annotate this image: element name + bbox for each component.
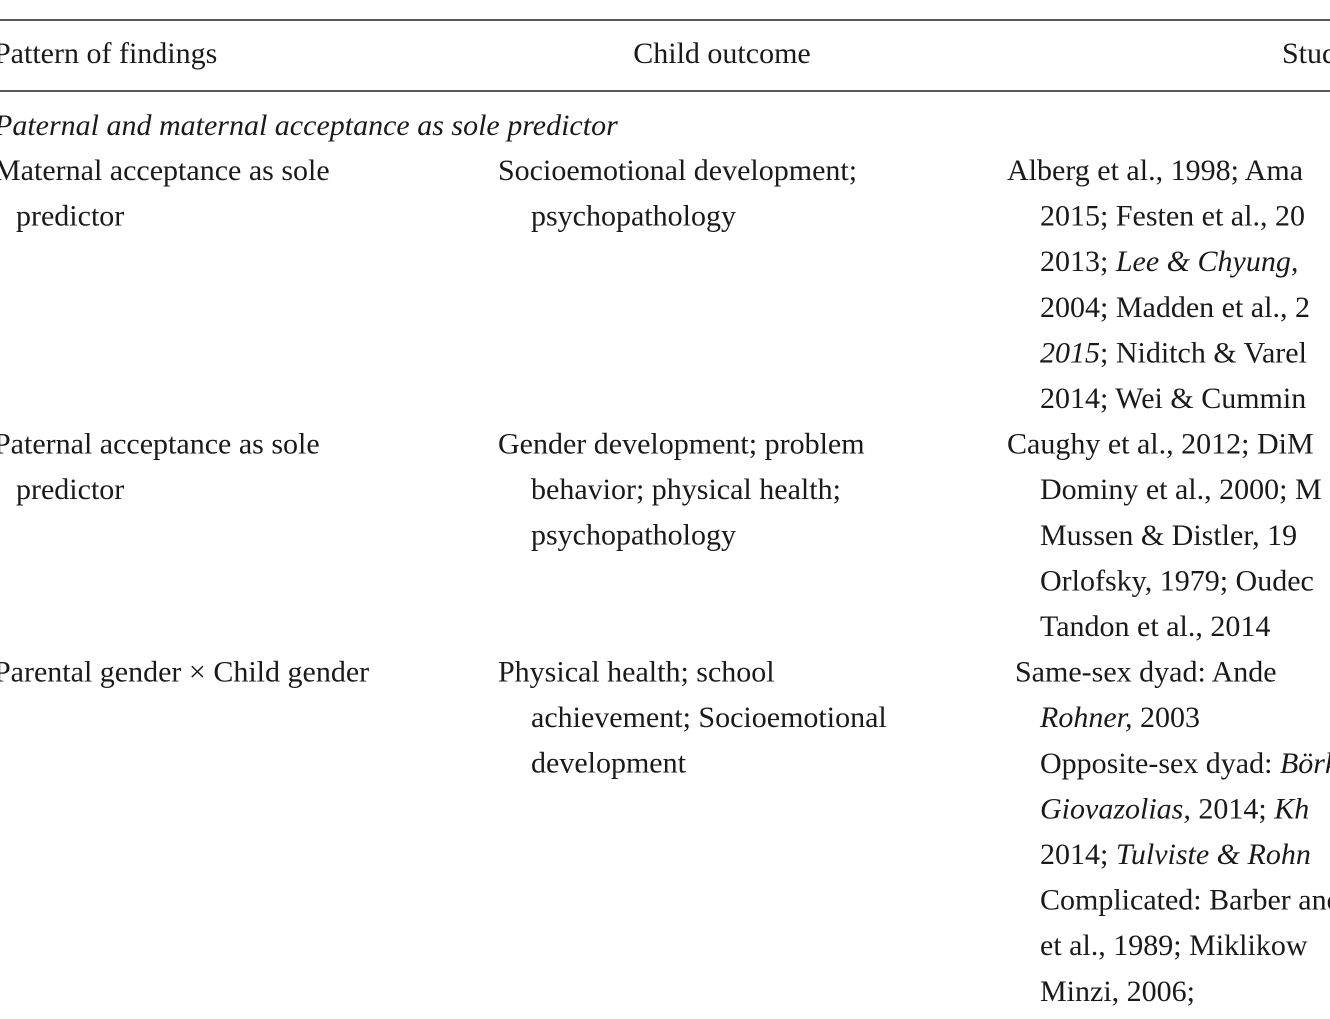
column-header: Stud [1282, 37, 1330, 70]
child-outcome: Socioemotional development; [498, 154, 857, 187]
column-header: Pattern of findings [0, 37, 217, 70]
citation-line: Mussen & Distler, 19 [1040, 519, 1297, 552]
finding-pattern: predictor [16, 473, 124, 506]
citation-text: Same-sex dyad: Ande [1015, 655, 1277, 688]
citation-line: Minzi, 2006; [1040, 975, 1195, 1008]
child-outcome: achievement; Socioemotional [531, 701, 887, 734]
citation-line: 2015; Festen et al., 20 [1040, 199, 1305, 232]
citation-line: Dominy et al., 2000; M [1040, 473, 1322, 506]
citation-line: 2004; Madden et al., 2 [1040, 291, 1310, 324]
citation-text: ; Niditch & Varel [1100, 336, 1307, 369]
citation-text: et al., 1989; Miklikow [1040, 929, 1308, 962]
citation-text: 2004; Madden et al., 2 [1040, 291, 1310, 324]
citation-italic: Kh [1273, 792, 1309, 825]
child-outcome: psychopathology [531, 519, 736, 552]
citation-line: et al., 1989; Miklikow [1040, 929, 1308, 962]
citation-italic: Lee & Chyung, [1115, 245, 1298, 278]
citation-italic: Tulviste & Rohn [1116, 838, 1311, 871]
citation-text: Minzi, 2006; [1040, 975, 1195, 1008]
citation-text: 2015; Festen et al., 20 [1040, 199, 1305, 232]
citation-line: Alberg et al., 1998; Ama [1007, 154, 1303, 187]
citation-line: Orlofsky, 1979; Oudec [1040, 564, 1314, 597]
citation-line: 2014; Wei & Cummin [1040, 382, 1306, 415]
citation-line: 2015; Niditch & Varel [1040, 336, 1307, 369]
citation-text: Caughy et al., 2012; DiM [1007, 427, 1314, 460]
citation-text: Dominy et al., 2000; M [1040, 473, 1322, 506]
citation-text: Opposite-sex dyad: [1040, 747, 1280, 780]
citation-line: Giovazolias, 2014; Kh [1040, 792, 1309, 825]
column-header: Child outcome [633, 37, 810, 70]
citation-line: 2014; Tulviste & Rohn [1040, 838, 1311, 871]
citation-italic: Giovazolias, [1040, 792, 1191, 825]
citation-italic: Rohner, [1039, 701, 1133, 734]
citation-line: Caughy et al., 2012; DiM [1007, 427, 1314, 460]
child-outcome: development [531, 747, 687, 780]
citation-text: 2013; [1040, 245, 1116, 278]
citation-text: Tandon et al., 2014 [1040, 610, 1270, 643]
citation-line: Rohner, 2003 [1039, 701, 1200, 734]
citation-italic: 2015 [1040, 336, 1100, 369]
citation-line: Same-sex dyad: Ande [1015, 655, 1277, 688]
finding-pattern: predictor [16, 199, 124, 232]
citation-line: Tandon et al., 2014 [1040, 610, 1270, 643]
finding-pattern: Maternal acceptance as sole [0, 154, 330, 187]
child-outcome: Physical health; school [498, 655, 775, 688]
citation-line: Opposite-sex dyad: Börk [1040, 747, 1330, 780]
citation-text: 2014; [1191, 792, 1274, 825]
finding-pattern: Paternal acceptance as sole [0, 427, 320, 460]
citation-line: 2013; Lee & Chyung, [1040, 245, 1298, 278]
child-outcome: psychopathology [531, 199, 736, 232]
citation-text: Complicated: Barber and [1040, 883, 1330, 916]
finding-pattern: Parental gender × Child gender [0, 655, 369, 688]
citation-text: 2014; Wei & Cummin [1040, 382, 1306, 415]
child-outcome: Gender development; problem [498, 427, 865, 460]
child-outcome: behavior; physical health; [531, 473, 841, 506]
citation-text: 2003 [1133, 701, 1201, 734]
citation-text: Mussen & Distler, 19 [1040, 519, 1297, 552]
citation-line: Complicated: Barber and [1040, 883, 1330, 916]
section-heading: Paternal and maternal acceptance as sole… [0, 109, 618, 142]
citation-italic: Börk [1280, 747, 1330, 780]
citation-text: Orlofsky, 1979; Oudec [1040, 564, 1314, 597]
citation-text: 2014; [1040, 838, 1116, 871]
citation-text: Alberg et al., 1998; Ama [1007, 154, 1303, 187]
